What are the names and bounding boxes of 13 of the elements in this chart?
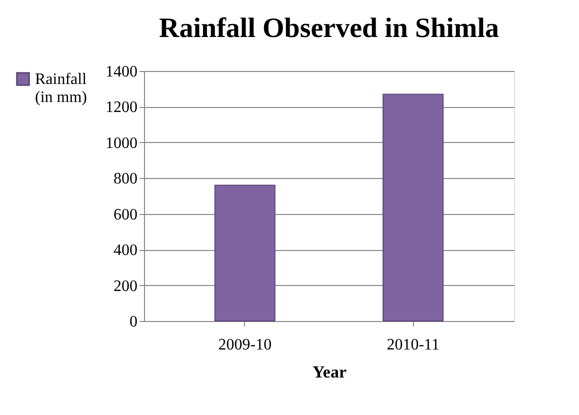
y-tick-label: 400 xyxy=(114,242,138,260)
y-tick-label: 0 xyxy=(130,314,138,330)
y-tick-label: 1000 xyxy=(106,134,138,152)
y-tick-label: 600 xyxy=(114,206,138,224)
x-tick-label: 2009-10 xyxy=(218,336,272,354)
chart-title: Rainfall Observed in Shimla xyxy=(159,13,499,44)
x-tick-label: 2010-11 xyxy=(386,336,440,354)
y-tick-label: 200 xyxy=(114,278,138,295)
y-tick-label: 800 xyxy=(114,170,138,188)
y-tick-label: 1200 xyxy=(106,99,138,116)
legend-label: Rainfall (in mm) xyxy=(35,71,88,106)
x-axis-title: Year xyxy=(312,362,347,382)
y-tick-label: 1400 xyxy=(106,64,138,80)
